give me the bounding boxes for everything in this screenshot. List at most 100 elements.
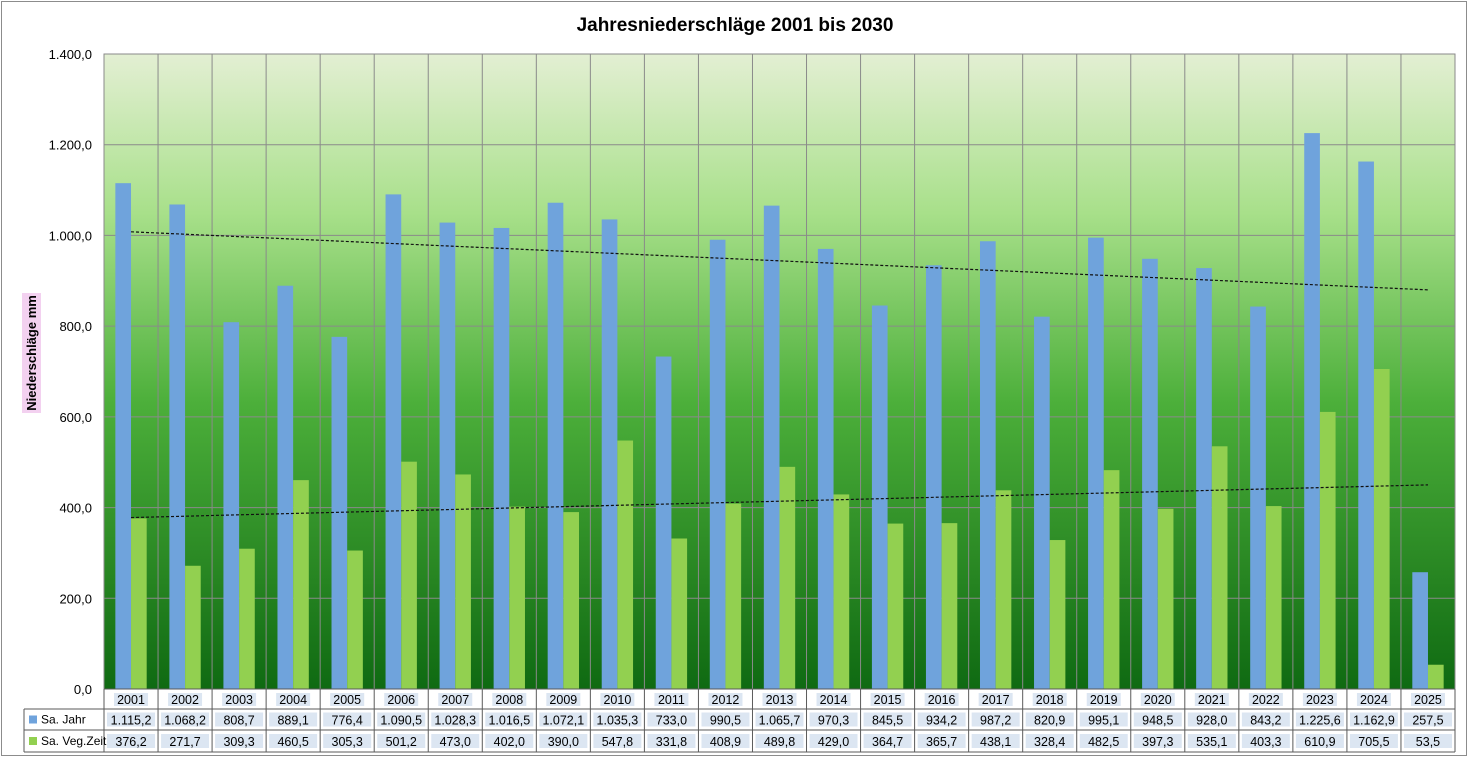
bar-vegzeit-2003	[239, 548, 255, 689]
bar-vegzeit-2007	[455, 474, 471, 689]
data-cell-highlight	[431, 712, 480, 727]
bar-jahr-2003	[223, 322, 240, 689]
data-cell-highlight	[1133, 712, 1182, 727]
data-label: 845,5	[872, 714, 903, 728]
x-tick-label: 2018	[1036, 693, 1064, 707]
x-tick-highlight	[816, 693, 851, 706]
data-cell-highlight	[161, 712, 210, 727]
data-label: 547,8	[602, 735, 633, 749]
x-tick-highlight	[276, 693, 311, 706]
data-cell-highlight	[863, 734, 912, 748]
x-tick-highlight	[330, 693, 365, 706]
data-cell-highlight	[1025, 734, 1074, 748]
bar-jahr-2001	[115, 183, 132, 690]
data-label: 429,0	[818, 735, 849, 749]
data-label: 53,5	[1416, 735, 1440, 749]
y-axis-title-group: Niederschläge mm	[22, 293, 41, 413]
data-label: 305,3	[332, 735, 363, 749]
data-label: 257,5	[1412, 714, 1443, 728]
y-tick-label: 1.200,0	[49, 138, 92, 153]
y-axis-title: Niederschläge mm	[24, 295, 39, 411]
data-cell-highlight	[917, 712, 966, 727]
data-label: 489,8	[764, 735, 795, 749]
x-tick-label: 2002	[171, 693, 199, 707]
data-cell-highlight	[809, 734, 858, 748]
y-tick-label: 200,0	[59, 591, 92, 606]
data-label: 1.028,3	[434, 714, 476, 728]
bar-vegzeit-2025	[1427, 664, 1444, 689]
data-label: 438,1	[980, 735, 1011, 749]
x-tick-label: 2019	[1090, 693, 1118, 707]
data-label: 987,2	[980, 714, 1011, 728]
x-tick-highlight	[1086, 693, 1121, 706]
x-tick-label: 2008	[495, 693, 523, 707]
data-label: 1.072,1	[542, 714, 584, 728]
trendline-jahr	[130, 231, 1429, 291]
x-tick-label: 2011	[658, 693, 685, 707]
x-tick-highlight	[114, 693, 149, 706]
data-cell-highlight	[1187, 712, 1236, 727]
data-label: 402,0	[494, 735, 525, 749]
y-tick-label: 1.400,0	[49, 47, 92, 62]
bar-jahr-2019	[1088, 237, 1104, 690]
y-tick-label: 0,0	[74, 682, 92, 697]
data-cell-highlight	[323, 712, 372, 727]
bar-vegzeit-2013	[779, 466, 796, 689]
data-cell-highlight	[593, 734, 642, 748]
bar-jahr-2018	[1034, 316, 1050, 689]
bar-jahr-2010	[601, 219, 618, 690]
bar-vegzeit-2015	[887, 523, 904, 689]
legend-key-vegzeit	[29, 737, 37, 745]
x-tick-label: 2001	[117, 693, 145, 707]
data-cell-highlight	[1079, 734, 1128, 748]
data-label: 990,5	[710, 714, 741, 728]
x-tick-highlight	[978, 693, 1013, 706]
data-label: 501,2	[386, 735, 417, 749]
trendline-vegzeit	[131, 484, 1428, 519]
data-cell-highlight	[161, 734, 210, 748]
data-cell-highlight	[269, 734, 318, 748]
data-label: 473,0	[440, 735, 471, 749]
data-cell-highlight	[107, 712, 156, 727]
bar-jahr-2022	[1250, 306, 1266, 689]
y-tick-label: 1.000,0	[49, 228, 92, 243]
data-label: 403,3	[1250, 735, 1281, 749]
bar-jahr-2015	[871, 305, 888, 689]
x-tick-label: 2005	[333, 693, 361, 707]
data-cell-highlight	[539, 712, 588, 727]
data-cell-highlight	[917, 734, 966, 748]
x-tick-highlight	[168, 693, 203, 706]
data-label: 365,7	[926, 735, 957, 749]
data-cell-highlight	[647, 712, 696, 727]
x-tick-label: 2015	[874, 693, 902, 707]
data-cell-highlight	[269, 712, 318, 727]
data-cell-highlight	[539, 734, 588, 748]
x-tick-highlight	[1248, 693, 1283, 706]
data-label: 482,5	[1088, 735, 1119, 749]
x-tick-highlight	[870, 693, 905, 706]
data-cell-highlight	[215, 734, 264, 748]
x-tick-label: 2013	[766, 693, 794, 707]
x-tick-highlight	[924, 693, 959, 706]
bar-vegzeit-2002	[185, 565, 201, 689]
x-tick-highlight	[492, 693, 527, 706]
data-label: 364,7	[872, 735, 903, 749]
data-label: 397,3	[1142, 735, 1173, 749]
x-tick-label: 2009	[549, 693, 577, 707]
bar-vegzeit-2014	[833, 494, 850, 689]
data-cell-highlight	[1349, 712, 1398, 727]
bar-vegzeit-2021	[1211, 446, 1228, 689]
data-label: 934,2	[926, 714, 957, 728]
x-tick-highlight	[1194, 693, 1229, 706]
y-tick-label: 800,0	[59, 319, 92, 334]
bar-vegzeit-2011	[671, 538, 688, 689]
bar-jahr-2020	[1142, 258, 1158, 689]
data-cell-highlight	[107, 734, 156, 748]
x-tick-highlight	[546, 693, 581, 706]
bar-jahr-2012	[709, 239, 726, 690]
data-cell-highlight	[377, 712, 426, 727]
bar-vegzeit-2018	[1049, 540, 1066, 689]
bar-vegzeit-2023	[1319, 411, 1336, 689]
y-tick-label: 400,0	[59, 501, 92, 516]
data-cell-highlight	[701, 712, 750, 727]
